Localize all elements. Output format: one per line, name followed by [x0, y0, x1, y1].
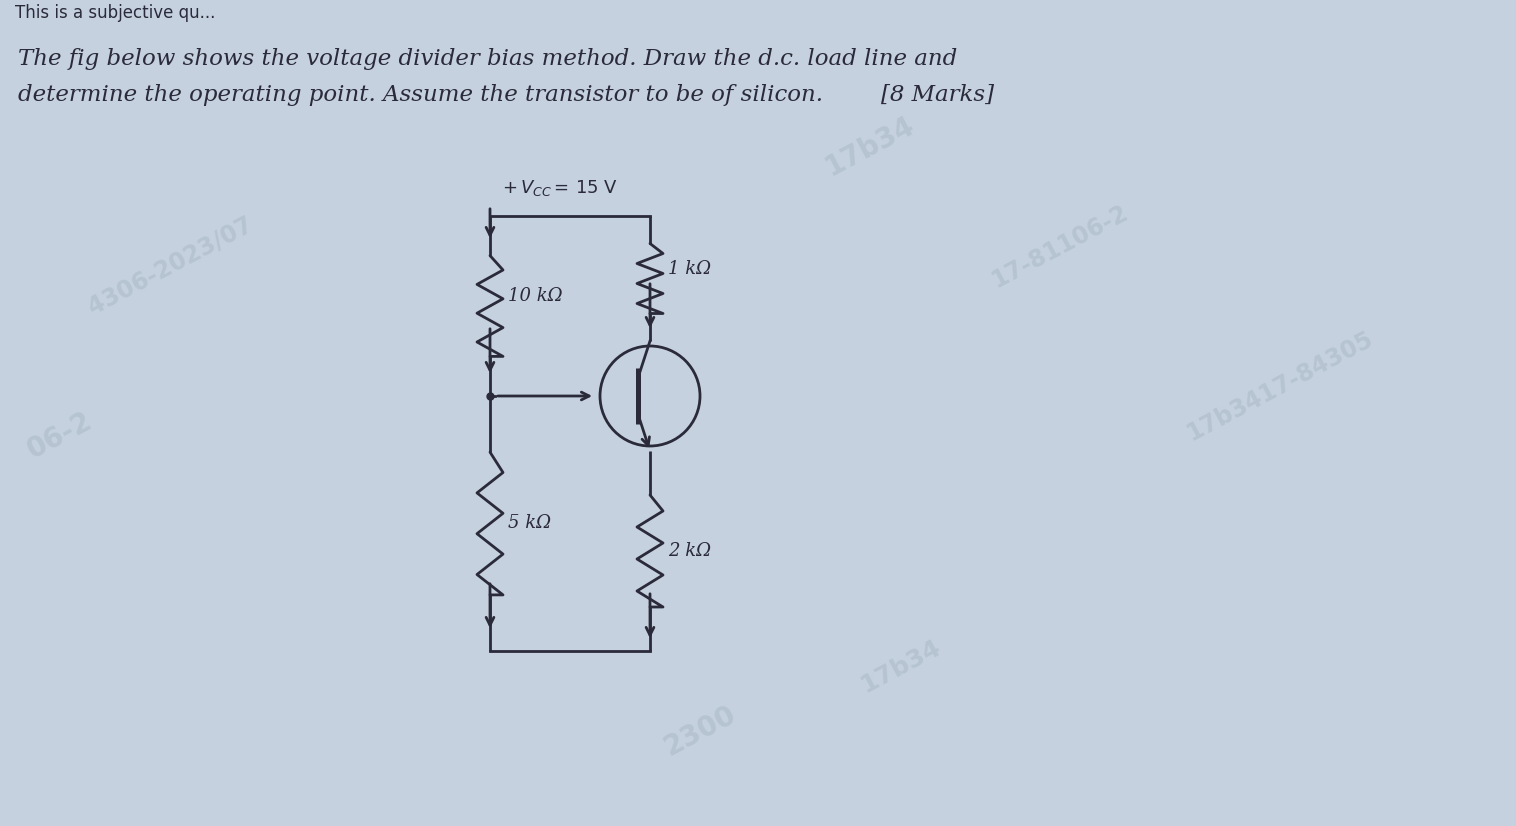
Text: 17b34: 17b34 — [855, 635, 944, 697]
Text: This is a subjective qu...: This is a subjective qu... — [15, 4, 215, 22]
Text: $+\,V_{CC}=\,15\;\mathrm{V}$: $+\,V_{CC}=\,15\;\mathrm{V}$ — [502, 178, 617, 198]
Text: 17-81106-2: 17-81106-2 — [988, 200, 1132, 292]
Text: 5 kΩ: 5 kΩ — [508, 515, 550, 533]
Text: 17b34: 17b34 — [820, 111, 920, 181]
Text: determine the operating point. Assume the transistor to be of silicon.        [8: determine the operating point. Assume th… — [18, 84, 994, 106]
Text: The fig below shows the voltage divider bias method. Draw the d.c. load line and: The fig below shows the voltage divider … — [18, 48, 957, 70]
Text: 4306-2023/07: 4306-2023/07 — [83, 212, 256, 320]
Text: 10 kΩ: 10 kΩ — [508, 287, 562, 305]
Text: 1 kΩ: 1 kΩ — [669, 259, 711, 278]
Text: 17b3417-84305: 17b3417-84305 — [1182, 326, 1378, 445]
Text: 2300: 2300 — [659, 700, 741, 762]
Text: 2 kΩ: 2 kΩ — [669, 542, 711, 560]
Text: 06-2: 06-2 — [23, 407, 97, 465]
